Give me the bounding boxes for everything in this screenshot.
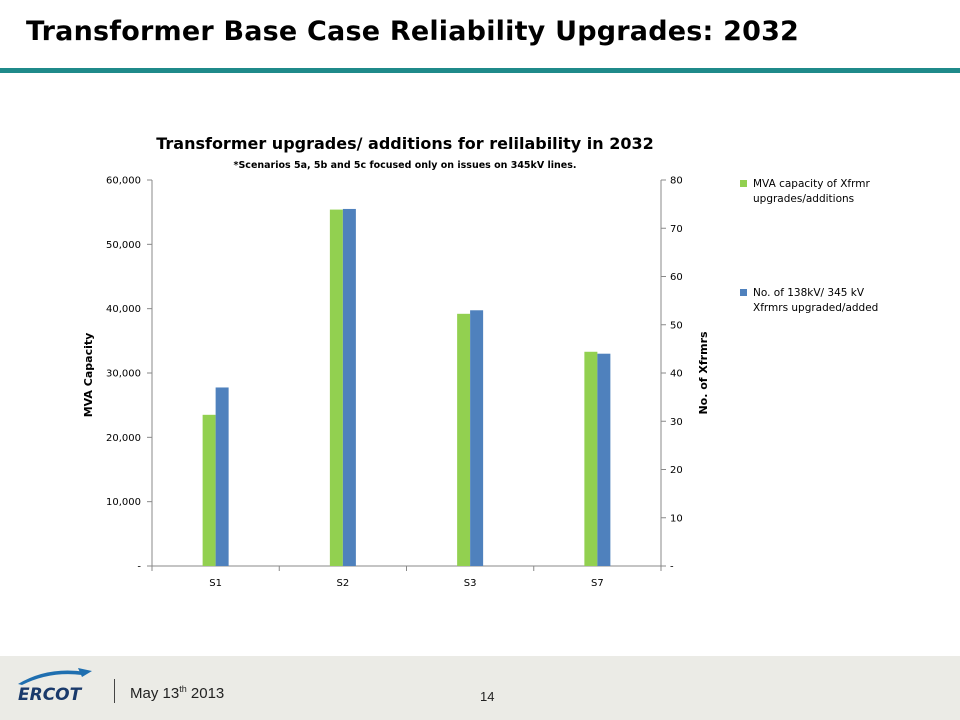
y-axis-label-right: No. of Xfrmrs: [697, 331, 710, 415]
slide-title: Transformer Base Case Reliability Upgrad…: [26, 16, 800, 47]
y-tick-label-left: 60,000: [106, 176, 141, 187]
y-tick-label-right: 60: [670, 272, 683, 283]
y-tick-label-right: -: [670, 562, 674, 573]
chart-bars: [202, 208, 611, 567]
y-tick-label-right: 40: [670, 369, 683, 380]
footer-separator: [114, 679, 115, 703]
reliability-bar-chart: Transformer upgrades/ additions for reli…: [82, 134, 878, 590]
legend-swatch-1: [740, 289, 747, 296]
bar-mva-s3: [457, 313, 471, 566]
y-tick-label-right: 80: [670, 176, 683, 187]
chart-subtitle: *Scenarios 5a, 5b and 5c focused only on…: [234, 160, 577, 171]
legend-swatch-0: [740, 180, 747, 187]
y-tick-label-right: 70: [670, 224, 683, 235]
bar-mva-s2: [329, 209, 343, 567]
x-tick-label: S1: [209, 578, 222, 589]
title-rule: [0, 68, 960, 73]
legend-label-0: MVA capacity of Xfrmr upgrades/additions: [753, 178, 870, 205]
bar-count-s1: [215, 387, 229, 566]
bar-count-s7: [597, 353, 611, 566]
bar-mva-s7: [584, 351, 598, 566]
bar-mva-s1: [202, 414, 216, 566]
y-tick-label-right: 30: [670, 417, 683, 428]
y-axis-label-left: MVA Capacity: [82, 333, 95, 418]
y-tick-label-left: 30,000: [106, 369, 141, 380]
ercot-logo: ERCOT: [18, 668, 92, 705]
y-tick-label-left: -: [137, 562, 141, 573]
page-number: 14: [480, 689, 495, 704]
footer-bar: [0, 656, 960, 720]
y-tick-label-left: 50,000: [106, 240, 141, 251]
x-tick-label: S2: [337, 578, 350, 589]
y-tick-label-left: 10,000: [106, 497, 141, 508]
legend-label-1: No. of 138kV/ 345 kV Xfrmrs upgraded/adde…: [753, 287, 878, 314]
y-tick-label-right: 10: [670, 513, 683, 524]
footer-date: May 13th 2013: [130, 684, 225, 702]
bar-count-s3: [470, 310, 484, 566]
y-tick-label-left: 20,000: [106, 433, 141, 444]
chart-title: Transformer upgrades/ additions for reli…: [156, 134, 654, 153]
bar-count-s2: [342, 208, 356, 566]
logo-text: ERCOT: [18, 685, 83, 705]
y-tick-label-right: 20: [670, 465, 683, 476]
chart-legend: MVA capacity of Xfrmr upgrades/additions N…: [740, 178, 878, 314]
x-tick-label: S3: [464, 578, 477, 589]
chart-ticks: - 10,000 20,000 30,000 40,000 50,000 60,000 - 10…: [106, 176, 683, 590]
y-tick-label-left: 40,000: [106, 304, 141, 315]
y-tick-label-right: 50: [670, 320, 683, 331]
x-tick-label: S7: [591, 578, 604, 589]
